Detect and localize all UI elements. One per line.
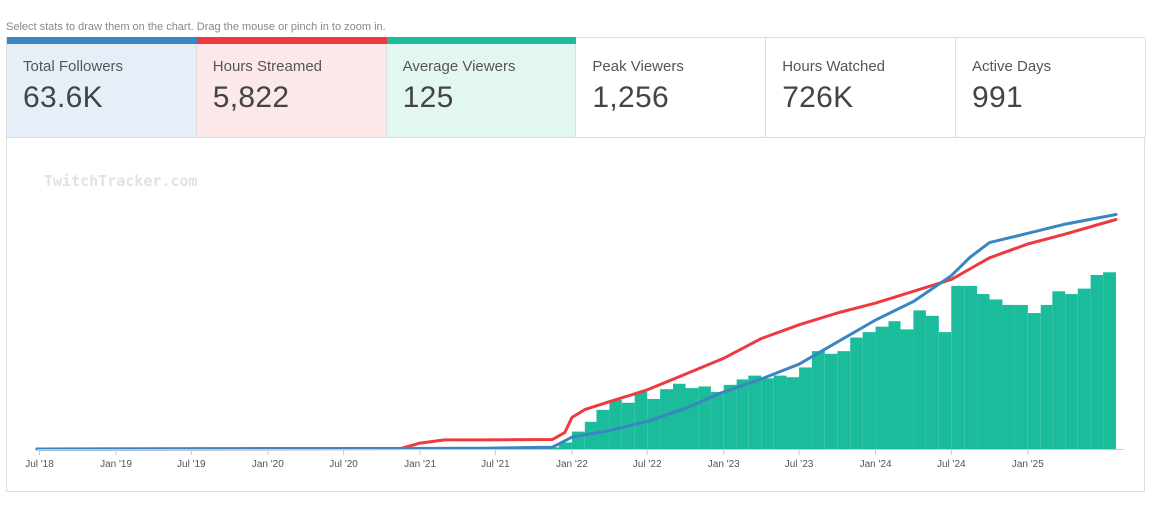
stat-peak-viewers[interactable]: Peak Viewers 1,256	[576, 38, 767, 137]
stat-label: Average Viewers	[402, 58, 516, 75]
stat-value: 63.6K	[23, 81, 103, 114]
stat-color-bar	[196, 37, 387, 44]
viewer-bar	[1002, 304, 1015, 449]
viewer-bar	[938, 332, 952, 449]
viewer-bar	[685, 388, 699, 449]
viewer-bar	[824, 353, 838, 449]
viewer-bar	[773, 375, 787, 449]
chart-svg[interactable]: TwitchTracker.com Jul '18 Jan '19 Jul '19 J…	[7, 138, 1144, 491]
stat-average-viewers[interactable]: Average Viewers 125	[386, 37, 577, 137]
viewer-bar	[837, 351, 851, 449]
x-tick-label: Jan '20	[252, 459, 284, 470]
viewer-bar	[977, 294, 990, 449]
viewer-bar	[925, 315, 939, 449]
viewer-bar	[634, 391, 648, 449]
stat-label: Peak Viewers	[592, 58, 684, 75]
chart-lines	[35, 213, 1118, 451]
x-tick-label: Jul '19	[177, 459, 206, 470]
x-tick-label: Jul '23	[785, 459, 814, 470]
viewer-bar	[710, 391, 724, 449]
stat-hours-streamed[interactable]: Hours Streamed 5,822	[196, 37, 387, 137]
viewer-bar	[723, 384, 737, 449]
viewer-bars	[254, 272, 1116, 449]
chart-container[interactable]: TwitchTracker.com Jul '18 Jan '19 Jul '19 J…	[6, 138, 1145, 492]
viewer-bar	[761, 378, 774, 449]
viewer-bar	[673, 383, 686, 449]
viewer-bar	[850, 337, 863, 449]
stat-color-bar	[386, 37, 577, 44]
x-tick-label: Jan '24	[860, 459, 892, 470]
viewer-bar	[811, 351, 825, 449]
x-tick-label: Jan '21	[404, 459, 436, 470]
viewer-bar	[698, 386, 711, 449]
viewer-bar	[786, 377, 800, 449]
series-line	[35, 218, 1118, 451]
viewer-bar	[1027, 313, 1041, 449]
x-tick-label: Jul '21	[481, 459, 510, 470]
viewer-bar	[1052, 291, 1066, 449]
stat-total-followers[interactable]: Total Followers 63.6K	[7, 37, 197, 137]
stat-hours-watched[interactable]: Hours Watched 726K	[766, 38, 956, 137]
viewer-bar	[964, 285, 978, 449]
stat-label: Total Followers	[23, 58, 124, 75]
viewer-bar	[1077, 288, 1091, 449]
viewer-bar	[900, 329, 914, 449]
x-tick-label: Jan '22	[556, 459, 588, 470]
viewer-bar	[875, 326, 889, 449]
viewer-bar	[913, 310, 926, 449]
x-tick-label: Jul '20	[329, 459, 358, 470]
stat-color-bar	[7, 37, 197, 44]
viewer-bar	[559, 442, 572, 449]
x-tick-label: Jul '18	[25, 459, 54, 470]
chart-hint: Select stats to draw them on the chart. …	[6, 21, 386, 33]
viewer-bar	[989, 299, 1003, 449]
viewer-bar	[1040, 304, 1053, 449]
viewer-bar	[609, 400, 622, 449]
viewer-bar	[552, 447, 560, 449]
stat-value: 125	[402, 81, 454, 114]
stat-value: 1,256	[592, 81, 669, 114]
viewer-bar	[799, 367, 812, 449]
stat-value: 5,822	[212, 81, 290, 114]
stat-label: Hours Watched	[782, 58, 886, 75]
viewer-bar	[888, 321, 901, 449]
viewer-bar	[1065, 294, 1078, 449]
watermark: TwitchTracker.com	[44, 172, 198, 190]
viewer-bar	[1103, 272, 1116, 449]
viewer-bar	[660, 389, 674, 449]
viewer-bar	[748, 375, 762, 449]
stat-value: 726K	[782, 81, 854, 114]
x-tick-label: Jan '25	[1012, 459, 1044, 470]
viewer-bar	[736, 379, 749, 449]
x-tick-label: Jan '19	[100, 459, 132, 470]
stats-bar: Total Followers 63.6K Hours Streamed 5,8…	[6, 37, 1146, 138]
viewer-bar	[1090, 275, 1104, 449]
stat-label: Hours Streamed	[212, 58, 323, 75]
x-tick-label: Jul '24	[937, 459, 966, 470]
series-line	[35, 213, 1118, 451]
x-axis: Jul '18 Jan '19 Jul '19 Jan '20 Jul '20 Jan '…	[25, 449, 1124, 470]
x-tick-label: Jan '23	[708, 459, 740, 470]
stat-label: Active Days	[971, 58, 1052, 75]
x-tick-label: Jul '22	[633, 459, 662, 470]
viewer-bar	[951, 285, 965, 449]
stat-value: 991	[971, 81, 1023, 114]
viewer-bar	[1014, 304, 1028, 449]
stat-active-days[interactable]: Active Days 991	[955, 38, 1146, 137]
viewer-bar	[596, 409, 610, 449]
viewer-bar	[647, 398, 661, 449]
viewer-bar	[862, 332, 876, 449]
